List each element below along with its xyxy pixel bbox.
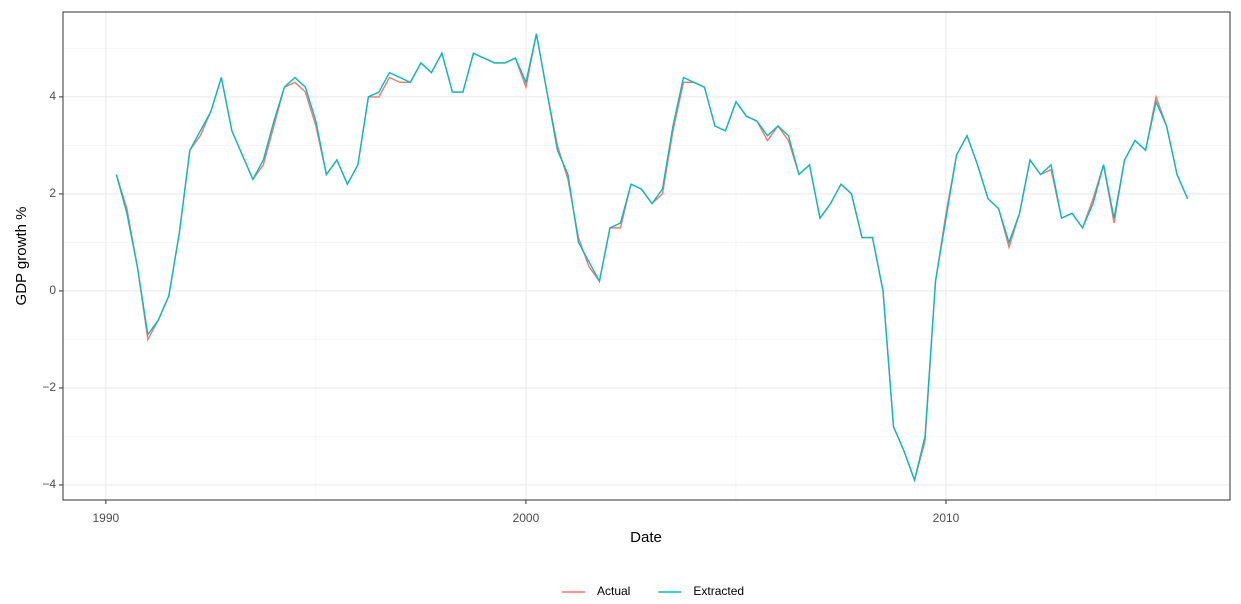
- x-tick-label: 1990: [92, 511, 119, 525]
- x-axis-title: Date: [630, 529, 662, 546]
- y-tick-label: −2: [42, 380, 56, 394]
- y-axis-title: GDP growth %: [13, 207, 30, 306]
- x-tick-label: 2010: [933, 511, 960, 525]
- legend-label: Actual: [597, 584, 630, 598]
- series-line: [115, 33, 1189, 483]
- y-tick-label: −4: [42, 477, 56, 491]
- y-tick-label: 2: [49, 186, 56, 200]
- x-tick-label: 2000: [513, 511, 540, 525]
- y-tick-label: 0: [49, 283, 56, 297]
- panel-border: [62, 11, 1231, 501]
- series-line: [115, 33, 1189, 483]
- y-tick-label: 4: [49, 89, 56, 103]
- legend-label: Extracted: [693, 584, 744, 598]
